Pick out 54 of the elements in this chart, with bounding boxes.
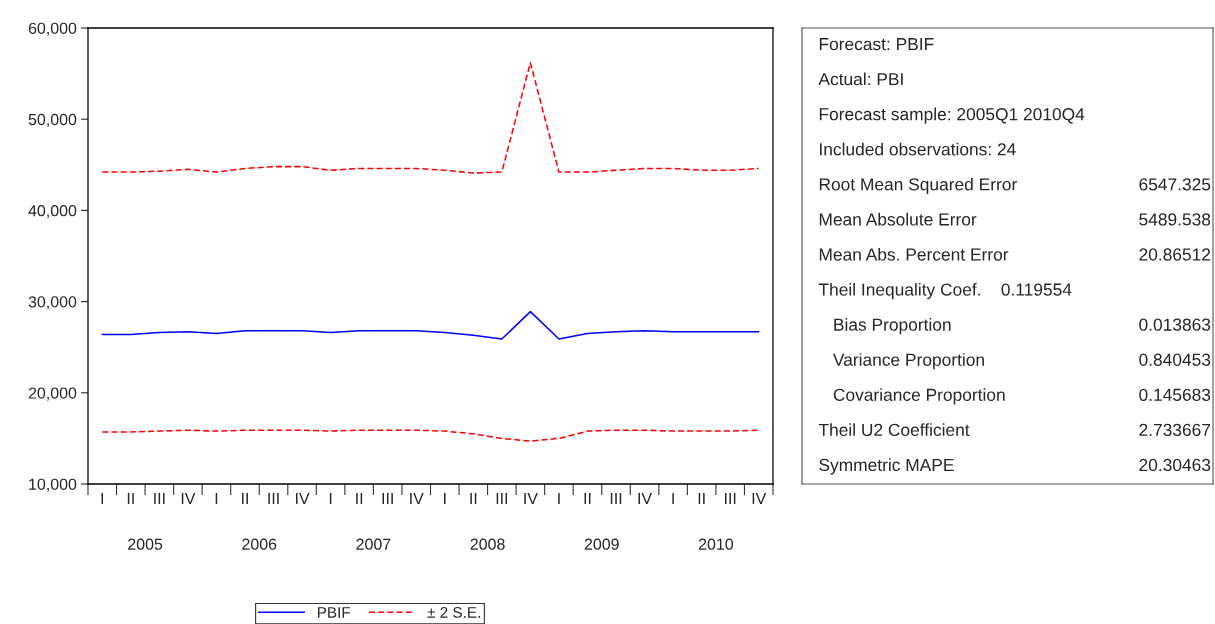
text: Covariance Proportion 0.145683 [833, 388, 1211, 405]
x-tick-label: IV [524, 492, 538, 504]
x-tick-label: III [610, 492, 622, 504]
text: 2005 [128, 538, 163, 550]
text: Symmetric MAPE 20.30463 [819, 458, 1211, 475]
x-tick-label: IV [181, 492, 196, 504]
x-tick-label: II [356, 492, 363, 504]
x-tick-label: III [496, 492, 508, 504]
x-tick-label: IV [295, 492, 310, 504]
x-tick-label: I [558, 492, 560, 504]
x-tick-label: I [215, 492, 218, 504]
x-tick-label: II [242, 492, 248, 504]
text: Root Mean Squared Error 6547.325 [819, 177, 1211, 194]
x-tick-label: IV [752, 492, 767, 504]
x-tick-label: I [444, 492, 446, 504]
x-tick-label: III [725, 492, 736, 504]
x-tick-label: III [154, 492, 165, 504]
line-series [101, 310, 760, 340]
text: Included observations: 24 [820, 142, 1016, 156]
x-tick-label: II [127, 492, 134, 504]
text: Mean Absolute Error 5489.538 [819, 212, 1211, 226]
legend-label: PBIF [317, 607, 351, 618]
x-tick-label: III [268, 492, 279, 504]
text: Theil U2 Coefficient 2.733667 [818, 423, 1211, 437]
text: Forecast: PBIF [819, 38, 934, 51]
x-tick-label: IV [410, 492, 424, 504]
line-series [101, 61, 760, 174]
text: Theil Inequality Coef. 0.119554 [818, 282, 1072, 300]
text: 2010 [698, 538, 734, 550]
line-series [101, 429, 760, 442]
y-tick-label: 60,000 [28, 22, 77, 36]
text: Forecast sample: 2005Q1 2010Q4 [819, 107, 1085, 124]
y-tick-label: 50,000 [28, 113, 77, 128]
x-tick-label: I [672, 492, 674, 504]
y-tick-label: 10,000 [29, 478, 77, 492]
x-tick-label: I [101, 492, 104, 504]
x-tick-label: II [698, 492, 705, 504]
x-tick-label: I [329, 492, 332, 504]
y-tick-label: 20,000 [28, 387, 77, 401]
text: 2008 [470, 538, 505, 550]
x-tick-label: II [584, 492, 591, 504]
legend-label: ± 2 S.E. [427, 607, 480, 618]
x-tick-label: II [470, 492, 477, 504]
x-tick-label: III [382, 492, 393, 504]
y-tick-label: 40,000 [28, 205, 77, 219]
text: 2006 [242, 538, 277, 550]
text: Actual: PBI [818, 72, 903, 86]
y-tick-label: 30,000 [28, 296, 77, 310]
text: Mean Abs. Percent Error 20.86512 [819, 247, 1211, 261]
text: Bias Proportion 0.013863 [834, 318, 1211, 335]
text: Variance Proportion 0.840453 [832, 353, 1211, 370]
text: 2007 [356, 538, 391, 550]
x-tick-label: IV [638, 492, 653, 504]
text: 2009 [584, 538, 619, 550]
